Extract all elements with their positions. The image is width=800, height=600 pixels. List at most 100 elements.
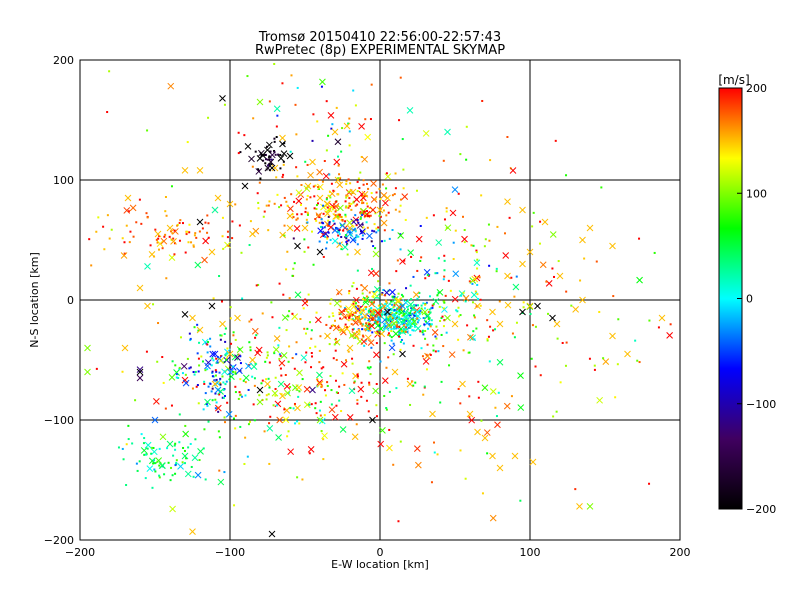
data-point [340,215,343,218]
data-point [238,391,241,394]
data-point [257,201,260,204]
data-point [201,360,204,363]
data-point [226,357,229,360]
data-point [210,390,213,393]
data-point [338,399,341,402]
data-point [390,307,393,310]
data-point [366,205,369,208]
data-point [464,300,467,303]
data-point [259,177,262,180]
data-cross [315,316,322,324]
data-cross [268,530,276,538]
data-point [150,452,153,455]
data-cross [202,237,209,245]
data-point [343,309,346,312]
data-point [175,373,178,376]
data-point [405,326,408,329]
data-point [265,378,268,381]
data-point [165,277,168,280]
data-point [305,351,308,354]
data-point [314,402,317,405]
data-point [359,311,362,314]
data-point [215,378,218,381]
data-point [362,201,365,204]
data-point [288,345,291,348]
data-point [246,455,249,458]
data-point [356,316,359,319]
data-point [226,347,229,350]
data-point [561,341,564,344]
data-cross [268,164,276,172]
data-point [287,391,290,394]
data-point [219,338,222,341]
data-point [504,232,507,235]
data-point [529,312,532,315]
data-point [433,451,436,454]
data-point [488,264,491,267]
data-cross [410,318,418,326]
data-cross [280,150,288,157]
data-point [391,194,394,197]
data-cross [266,425,274,432]
data-point [368,383,371,386]
data-point [357,177,360,180]
data-point [270,301,273,304]
data-point [257,283,260,286]
data-point [221,375,224,378]
data-cross [512,283,520,291]
data-point [390,328,393,331]
data-point [323,226,326,229]
data-cross [276,416,284,424]
data-point [352,302,355,305]
data-point [352,201,355,204]
data-cross [196,218,204,226]
x-tick-label: 100 [520,546,541,559]
data-point [142,442,145,445]
data-point [370,83,373,86]
data-point [298,390,301,393]
data-point [556,337,559,340]
data-point [184,251,187,254]
data-point [345,196,348,199]
data-cross [374,309,382,317]
data-point [309,321,312,324]
data-point [152,446,155,449]
data-point [301,378,304,381]
data-point [362,179,365,182]
data-point [357,304,360,307]
data-point [475,327,478,330]
data-point [372,245,375,248]
data-point [510,395,513,398]
data-point [182,446,185,449]
data-point [472,244,475,247]
data-point [355,234,358,237]
data-cross [375,311,383,318]
data-point [395,312,398,315]
data-point [636,359,639,362]
data-cross [340,360,348,368]
data-point [363,328,366,331]
data-cross [339,222,346,229]
data-point [249,220,252,223]
data-point [406,305,409,308]
data-point [278,282,281,285]
data-cross [350,303,358,311]
data-point [158,464,161,467]
data-point [359,171,362,174]
data-point [153,468,156,471]
data-point [246,75,249,78]
data-point [422,317,425,320]
data-point [557,260,560,263]
data-point [165,214,168,217]
data-point [324,389,327,392]
data-point [224,395,227,398]
data-point [477,396,480,399]
data-cross [136,284,144,292]
data-point [442,307,445,310]
data-point [344,323,347,326]
data-cross [372,250,380,258]
data-point [319,414,322,417]
data-cross [144,263,151,270]
data-point [209,337,212,340]
data-point [411,329,414,332]
